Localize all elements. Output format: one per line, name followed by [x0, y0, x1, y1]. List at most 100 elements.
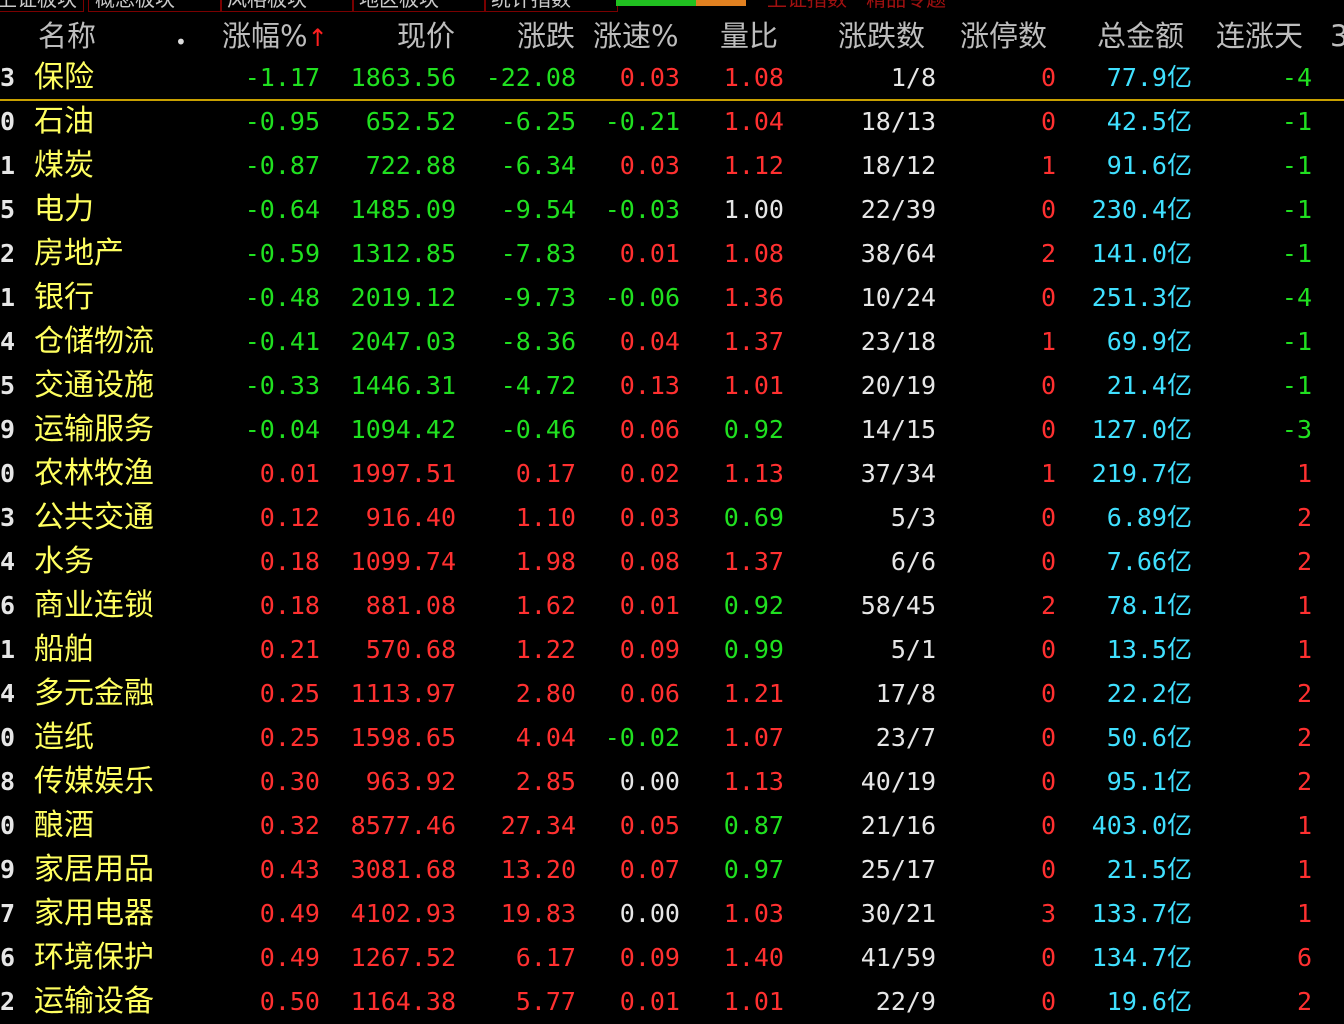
table-row[interactable]: 9 家居用品 0.43 3081.68 13.20 0.07 0.97 25/17 0 21.5亿…: [0, 848, 1344, 892]
change-pct: 0.25: [259, 679, 320, 708]
volume-ratio: 0.69: [723, 503, 784, 532]
consec-days: 2: [1296, 503, 1312, 532]
volume-ratio: 0.92: [723, 591, 784, 620]
consec-days: -1: [1281, 327, 1312, 356]
sector-name: 公共交通: [34, 500, 154, 535]
tab-concept-sector[interactable]: 概念板块: [88, 0, 222, 12]
consec-days: 1: [1296, 459, 1312, 488]
table-row[interactable]: 8 传媒娱乐 0.30 963.92 2.85 0.00 1.13 40/19 0 95.1亿 2: [0, 760, 1344, 804]
speed-pct: -0.03: [604, 195, 680, 224]
header-up-down-count[interactable]: 涨跌数: [838, 16, 925, 56]
speed-pct: -0.02: [604, 723, 680, 752]
up-down-count: 41/59: [860, 943, 936, 972]
price: 916.40: [365, 503, 456, 532]
consec-days: -4: [1281, 63, 1312, 92]
volume-ratio: 1.13: [723, 767, 784, 796]
change: 19.83: [500, 899, 576, 928]
change-pct: 0.32: [259, 811, 320, 840]
speed-pct: 0.01: [619, 239, 680, 268]
tab-indicator-orange: [696, 0, 746, 6]
table-row[interactable]: 1 煤炭 -0.87 722.88 -6.34 0.03 1.12 18/12 1 91.6亿 -1: [0, 144, 1344, 188]
row-code: 1: [0, 283, 16, 312]
table-row[interactable]: 6 环境保护 0.49 1267.52 6.17 0.09 1.40 41/59 0 134.7亿…: [0, 936, 1344, 980]
header-name[interactable]: 名称: [38, 16, 96, 56]
limit-up-count: 1: [1040, 327, 1056, 356]
table-row[interactable]: 5 电力 -0.64 1485.09 -9.54 -0.03 1.00 22/39 0 230.4…: [0, 188, 1344, 232]
table-row[interactable]: 3 公共交通 0.12 916.40 1.10 0.03 0.69 5/3 0 6.89亿 2: [0, 496, 1344, 540]
change-pct: -0.95: [244, 107, 320, 136]
up-down-count: 30/21: [860, 899, 936, 928]
consec-days: -4: [1281, 283, 1312, 312]
limit-up-count: 1: [1040, 459, 1056, 488]
header-consec-days[interactable]: 连涨天: [1216, 16, 1303, 56]
change-pct: -0.87: [244, 151, 320, 180]
consec-days: -1: [1281, 239, 1312, 268]
up-down-count: 38/64: [860, 239, 936, 268]
tab-style-sector[interactable]: 风格板块: [220, 0, 354, 12]
tab-stat-index[interactable]: 统计指数: [484, 0, 618, 12]
tab-strip: 上证板块 概念板块 风格板块 地区板块 统计指数 上证指数 · 精品专题: [0, 0, 1344, 12]
header-speed[interactable]: 涨速%: [593, 16, 679, 56]
table-row[interactable]: 3 保险 -1.17 1863.56 -22.08 0.03 1.08 1/8 0 77.9亿 -4: [0, 56, 1344, 100]
header-change-pct-label: 涨幅%: [222, 19, 308, 53]
tab-special-topic[interactable]: 上证指数 · 精品专题: [760, 0, 1014, 12]
table-row[interactable]: 2 房地产 -0.59 1312.85 -7.83 0.01 1.08 38/64 2 141.0…: [0, 232, 1344, 276]
table-row[interactable]: 1 船舶 0.21 570.68 1.22 0.09 0.99 5/1 0 13.5亿 1: [0, 628, 1344, 672]
table-row[interactable]: 1 银行 -0.48 2019.12 -9.73 -0.06 1.36 10/24 0 251.3…: [0, 276, 1344, 320]
table-row[interactable]: 4 仓储物流 -0.41 2047.03 -8.36 0.04 1.37 23/18 1 69.9…: [0, 320, 1344, 364]
header-change-label: 涨跌: [516, 19, 575, 53]
up-down-count: 20/19: [860, 371, 936, 400]
volume-ratio: 1.12: [723, 151, 784, 180]
change: -7.83: [500, 239, 576, 268]
consec-days: -3: [1281, 415, 1312, 444]
consec-days: -1: [1281, 371, 1312, 400]
volume-ratio: 0.97: [723, 855, 784, 884]
speed-pct: 0.09: [619, 635, 680, 664]
price: 1267.52: [350, 943, 456, 972]
price: 881.08: [365, 591, 456, 620]
header-change[interactable]: 涨跌: [475, 16, 575, 56]
row-code: 9: [0, 415, 16, 444]
header-volume-ratio-label: 量比: [720, 19, 779, 53]
table-row[interactable]: 0 酿酒 0.32 8577.46 27.34 0.05 0.87 21/16 0 403.0亿 1: [0, 804, 1344, 848]
tab-indicator-green: [616, 0, 696, 6]
consec-days: 2: [1296, 679, 1312, 708]
limit-up-count: 0: [1040, 855, 1056, 884]
table-row[interactable]: 0 造纸 0.25 1598.65 4.04 -0.02 1.07 23/7 0 50.6亿 2: [0, 716, 1344, 760]
tab-label: 地区板块: [359, 0, 439, 11]
header-extra-col[interactable]: 3: [1330, 16, 1344, 56]
up-down-count: 17/8: [875, 679, 936, 708]
tab-region-sector[interactable]: 地区板块: [352, 0, 486, 12]
table-row[interactable]: 2 运输设备 0.50 1164.38 5.77 0.01 1.01 22/9 0 19.6亿 2: [0, 980, 1344, 1024]
limit-up-count: 0: [1040, 679, 1056, 708]
table-row[interactable]: 5 交通设施 -0.33 1446.31 -4.72 0.13 1.01 20/19 0 21.4…: [0, 364, 1344, 408]
table-row[interactable]: 4 多元金融 0.25 1113.97 2.80 0.06 1.21 17/8 0 22.2亿 2: [0, 672, 1344, 716]
up-down-count: 5/1: [890, 635, 936, 664]
up-down-count: 22/9: [875, 987, 936, 1016]
table-row[interactable]: 7 家用电器 0.49 4102.93 19.83 0.00 1.03 30/21 3 133.7…: [0, 892, 1344, 936]
table-row[interactable]: 0 农林牧渔 0.01 1997.51 0.17 0.02 1.13 37/34 1 219.7亿…: [0, 452, 1344, 496]
table-row[interactable]: 0 石油 -0.95 652.52 -6.25 -0.21 1.04 18/13 0 42.5亿 -…: [0, 100, 1344, 144]
volume-ratio: 1.03: [723, 899, 784, 928]
header-volume-ratio[interactable]: 量比: [720, 16, 778, 56]
header-price-label: 现价: [396, 19, 455, 53]
speed-pct: 0.08: [619, 547, 680, 576]
up-down-count: 23/18: [860, 327, 936, 356]
tab-sse-sector[interactable]: 上证板块: [0, 0, 84, 12]
table-row[interactable]: 9 运输服务 -0.04 1094.42 -0.46 0.06 0.92 14/15 0 127.…: [0, 408, 1344, 452]
price: 1312.85: [350, 239, 456, 268]
table-row[interactable]: 4 水务 0.18 1099.74 1.98 0.08 1.37 6/6 0 7.66亿 2: [0, 540, 1344, 584]
row-code: 0: [0, 459, 16, 488]
volume-ratio: 1.01: [723, 371, 784, 400]
tab-label: 统计指数: [491, 0, 571, 11]
header-price[interactable]: 现价: [355, 16, 455, 56]
header-total-amount[interactable]: 总金额: [1097, 16, 1184, 56]
table-row[interactable]: 6 商业连锁 0.18 881.08 1.62 0.01 0.92 58/45 2 78.1亿 1: [0, 584, 1344, 628]
sector-name: 传媒娱乐: [34, 764, 154, 799]
header-limit-up-count[interactable]: 涨停数: [960, 16, 1047, 56]
up-down-count: 21/16: [860, 811, 936, 840]
table-header: 名称 • 涨幅%↑ 现价 涨跌 涨速% 量比 涨跌数 涨停数 总金额 连涨天 3: [0, 10, 1344, 60]
consec-days: 1: [1296, 591, 1312, 620]
change-pct: 0.50: [259, 987, 320, 1016]
header-change-pct[interactable]: 涨幅%↑: [222, 16, 328, 58]
